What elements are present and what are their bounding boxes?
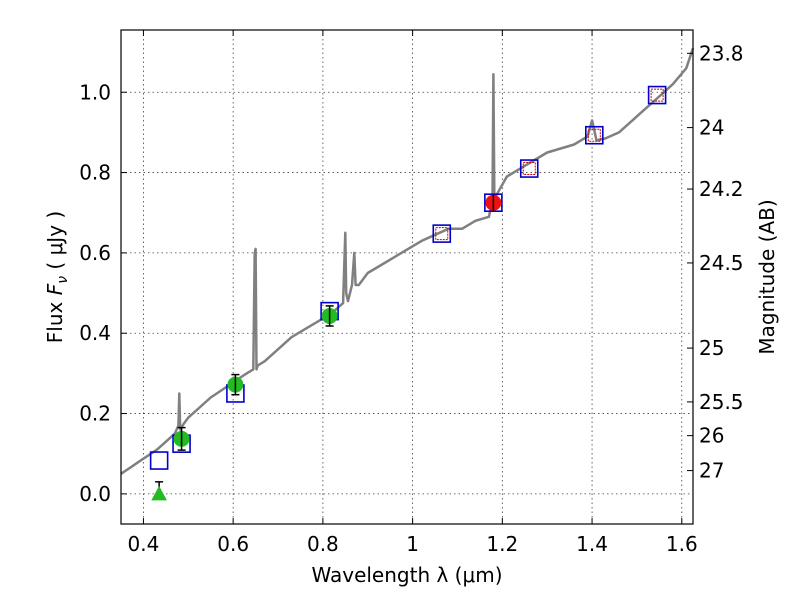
model-square-point xyxy=(519,159,539,178)
y-tick-label: 0.4 xyxy=(79,321,111,345)
y-axis-label: Flux Fν ( μJy ) xyxy=(43,211,71,343)
x-tick-label: 0.6 xyxy=(217,532,249,556)
y2-axis-label: Magnitude (AB) xyxy=(755,199,779,354)
observed-square-point xyxy=(650,88,664,102)
y2-tick-label: 25.5 xyxy=(699,390,744,414)
observed-square-point xyxy=(587,128,601,142)
x-tick-label: 1 xyxy=(406,532,419,556)
model-square-point xyxy=(647,85,667,105)
y2-tick-label: 23.8 xyxy=(699,41,744,65)
y-axis-label-var: F xyxy=(43,283,67,295)
model-square-point xyxy=(484,193,503,212)
x-tick-label: 1.4 xyxy=(576,532,608,556)
spectrum-line xyxy=(120,47,695,475)
y-axis-label-post: ( μJy ) xyxy=(43,211,67,276)
x-tick-label: 0.4 xyxy=(128,532,160,556)
y-axis-label-pre: Flux xyxy=(43,295,67,343)
plot-frame xyxy=(120,29,694,525)
y2-tick-label: 25 xyxy=(699,336,724,360)
model-square-point xyxy=(432,224,452,243)
observed-square-point xyxy=(435,227,449,241)
y2-tick-label: 27 xyxy=(699,459,724,483)
y-tick-label: 1.0 xyxy=(79,80,111,104)
y2-tick-label: 24.2 xyxy=(699,177,744,201)
y-tick-label: 0.8 xyxy=(79,161,111,185)
data-layer xyxy=(120,47,695,501)
grid-layer xyxy=(121,30,693,524)
y2-tick-label: 26 xyxy=(699,424,724,448)
y2-tick-label: 24.5 xyxy=(699,251,744,275)
y-tick-label: 0.2 xyxy=(79,402,111,426)
green-triangle-point xyxy=(151,485,167,501)
x-tick-label: 0.8 xyxy=(307,532,339,556)
y-tick-label: 0.0 xyxy=(79,482,111,506)
y-axis-label-sub: ν xyxy=(55,276,71,284)
x-axis-label: Wavelength λ (μm) xyxy=(311,563,502,587)
observed-square-point xyxy=(522,162,536,176)
y-tick-label: 0.6 xyxy=(79,241,111,265)
x-tick-label: 1.2 xyxy=(486,532,518,556)
model-square-point xyxy=(149,451,169,470)
model-square-point xyxy=(585,125,604,145)
x-tick-label: 1.6 xyxy=(666,532,698,556)
tick-layer: 0.4 0.6 0.8 1 1.2 1.4 1.6 0.0 0.2 0.4 0.6 0.8 1.0 23.… xyxy=(79,30,744,556)
y2-tick-label: 24 xyxy=(699,116,724,140)
